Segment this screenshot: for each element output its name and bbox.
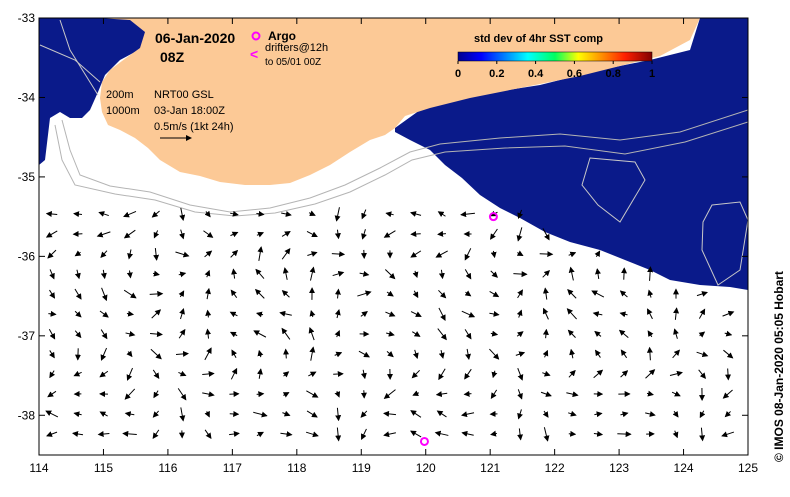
drifters-legend-label: drifters@12h bbox=[265, 42, 328, 54]
y-tick-label: -38 bbox=[18, 408, 36, 422]
x-tick-label: 116 bbox=[158, 461, 177, 475]
current-vector bbox=[257, 394, 264, 395]
y-tick-label: -36 bbox=[18, 249, 36, 263]
current-vector bbox=[513, 274, 526, 275]
x-tick-label: 124 bbox=[674, 461, 694, 475]
colorbar-tick-label: 1 bbox=[649, 68, 655, 80]
colorbar-title: std dev of 4hr SST comp bbox=[474, 33, 603, 45]
x-tick-label: 120 bbox=[416, 461, 436, 475]
x-tick-label: 117 bbox=[223, 461, 242, 475]
x-tick-label: 118 bbox=[287, 461, 306, 475]
current-vector bbox=[540, 254, 553, 255]
current-vector bbox=[286, 350, 287, 359]
current-vector bbox=[569, 434, 575, 435]
contour-1000-label: 1000m bbox=[106, 105, 140, 117]
colorbar-tick-label: 0.2 bbox=[489, 68, 504, 80]
x-tick-label: 121 bbox=[480, 461, 500, 475]
arrow-scale-label: 0.5m/s (1kt 24h) bbox=[154, 121, 233, 133]
date-label: 06-Jan-2020 bbox=[155, 30, 235, 46]
colorbar-tick-label: 0.4 bbox=[528, 68, 544, 80]
credit-label: © IMOS 08-Jan-2020 05:05 Hobart bbox=[772, 271, 786, 462]
colorbar-tick-label: 0.6 bbox=[567, 68, 582, 80]
colorbar bbox=[458, 52, 652, 61]
x-tick-label: 122 bbox=[545, 461, 565, 475]
x-tick-label: 114 bbox=[29, 461, 48, 475]
altimetry-product-label: NRT00 GSL bbox=[154, 89, 214, 101]
x-tick-label: 115 bbox=[94, 461, 113, 475]
x-tick-label: 123 bbox=[609, 461, 629, 475]
current-vector bbox=[624, 268, 625, 279]
colorbar-tick-label: 0 bbox=[455, 68, 461, 80]
credit-container: © IMOS 08-Jan-2020 05:05 Hobart bbox=[766, 18, 790, 462]
y-tick-label: -37 bbox=[18, 329, 36, 343]
contour-200-label: 200m bbox=[106, 89, 134, 101]
current-vector bbox=[728, 368, 729, 379]
altimetry-time-label: 03-Jan 18:00Z bbox=[154, 105, 225, 117]
argo-legend-label: Argo bbox=[268, 29, 296, 43]
y-tick-label: -34 bbox=[18, 90, 36, 104]
y-tick-label: -35 bbox=[18, 170, 36, 184]
time-label: 08Z bbox=[160, 49, 185, 65]
x-tick-label: 119 bbox=[352, 461, 371, 475]
x-tick-label: 125 bbox=[738, 461, 758, 475]
drifters-legend-sub: to 05/01 00Z bbox=[265, 57, 321, 68]
y-tick-label: -33 bbox=[18, 11, 36, 25]
drifter-legend-icon: < bbox=[250, 46, 258, 62]
current-vector bbox=[617, 434, 630, 435]
colorbar-tick-label: 0.8 bbox=[606, 68, 621, 80]
current-vector bbox=[411, 234, 420, 235]
current-vector bbox=[150, 294, 163, 295]
